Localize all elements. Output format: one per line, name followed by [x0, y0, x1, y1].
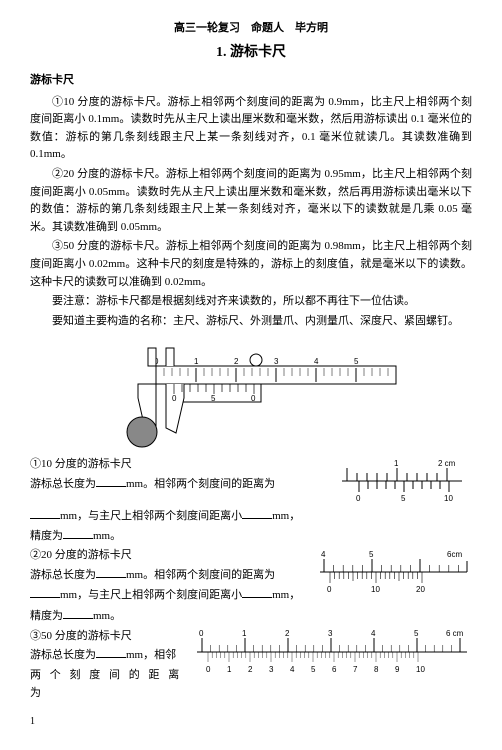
svg-text:8: 8	[374, 665, 379, 674]
svg-text:2 cm: 2 cm	[438, 459, 456, 468]
svg-text:1: 1	[242, 629, 247, 638]
svg-text:0: 0	[199, 629, 204, 638]
svg-text:3: 3	[274, 357, 279, 366]
svg-text:6 cm: 6 cm	[446, 629, 464, 638]
svg-text:9: 9	[395, 665, 400, 674]
svg-text:5: 5	[311, 665, 316, 674]
paragraph-5: 要知道主要构造的名称：主尺、游标尺、外测量爪、内测量爪、深度尺、紧固螺钉。	[30, 313, 472, 331]
blank	[96, 648, 126, 659]
svg-text:2: 2	[234, 357, 239, 366]
blank	[96, 567, 126, 578]
paragraph-4: 要注意：游标卡尺都是根据刻线对齐来读数的，所以都不再往下一位估读。	[30, 293, 472, 311]
svg-text:6cm: 6cm	[447, 550, 462, 559]
svg-text:2: 2	[285, 629, 290, 638]
svg-text:5: 5	[414, 629, 419, 638]
blank	[242, 508, 272, 519]
svg-text:0: 0	[206, 665, 211, 674]
doc-title: 1. 游标卡尺	[30, 42, 472, 64]
svg-text:5: 5	[401, 494, 406, 503]
blank	[242, 587, 272, 598]
svg-text:5: 5	[369, 550, 374, 559]
q2-line-d: 精度为mm。	[30, 608, 472, 626]
svg-text:5: 5	[354, 357, 359, 366]
blank	[63, 608, 93, 619]
svg-text:4: 4	[371, 629, 376, 638]
paragraph-1: ①10 分度的游标卡尺。游标上相邻两个刻度间的距离为 0.9mm，比主尺上相邻两…	[30, 94, 472, 164]
svg-text:4: 4	[290, 665, 295, 674]
svg-text:4: 4	[314, 357, 319, 366]
svg-text:5: 5	[211, 394, 216, 403]
blank	[30, 587, 60, 598]
svg-text:20: 20	[416, 585, 425, 594]
svg-text:3: 3	[269, 665, 274, 674]
blank	[30, 508, 60, 519]
paragraph-2: ②20 分度的游标卡尺。游标上相邻两个刻度间的距离为 0.95mm，比主尺上相邻…	[30, 166, 472, 236]
svg-text:6: 6	[332, 665, 337, 674]
caliper-diagram: 0 1 2 3 4 5 0 5 0	[96, 338, 406, 448]
svg-text:0: 0	[172, 394, 177, 403]
doc-header: 高三一轮复习 命题人 毕方明	[30, 20, 472, 38]
blank	[63, 528, 93, 539]
ruler-10div: 1 2 cm 0 5 10	[332, 456, 472, 506]
paragraph-3: ③50 分度的游标卡尺。游标上相邻两个刻度间的距离为 0.98mm，比主尺上相邻…	[30, 238, 472, 291]
svg-text:0: 0	[356, 494, 361, 503]
svg-text:0: 0	[251, 394, 256, 403]
svg-text:10: 10	[371, 585, 380, 594]
svg-text:1: 1	[194, 357, 199, 366]
svg-text:3: 3	[328, 629, 333, 638]
svg-text:10: 10	[416, 665, 425, 674]
page-number: 1	[30, 714, 472, 730]
svg-text:2: 2	[248, 665, 253, 674]
svg-text:4: 4	[321, 550, 326, 559]
blank	[96, 476, 126, 487]
svg-text:1: 1	[394, 459, 399, 468]
svg-text:0: 0	[327, 585, 332, 594]
q1-line-d: 精度为mm。	[30, 528, 472, 546]
q1-line-c: mm，与主尺上相邻两个刻度间距离小mm，	[30, 508, 472, 526]
svg-text:1: 1	[227, 665, 232, 674]
ruler-20div: 4 5 6cm 0 10 20	[312, 547, 472, 597]
ruler-50div: 0 1 2 3 4 5 6 cm 0 1 2 3 4 5 6 7 8 9 10	[192, 628, 472, 676]
svg-text:10: 10	[444, 494, 453, 503]
section-heading: 游标卡尺	[30, 72, 472, 90]
svg-text:7: 7	[353, 665, 358, 674]
